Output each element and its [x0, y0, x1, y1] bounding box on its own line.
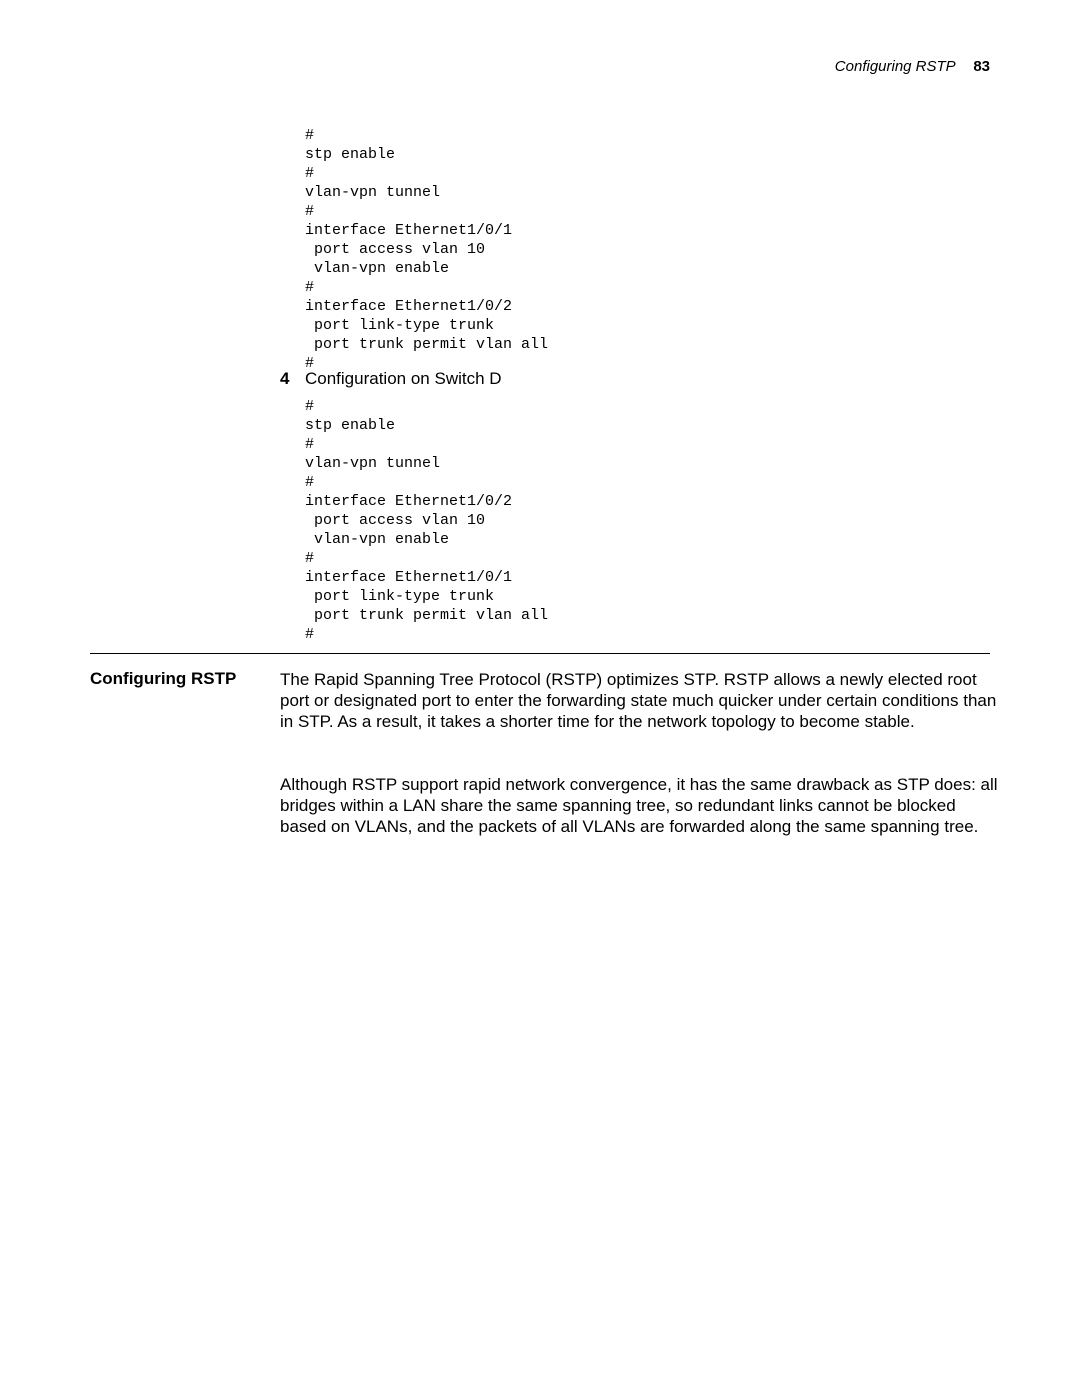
step-text: Configuration on Switch D — [305, 369, 502, 388]
code-block-switch-c: # stp enable # vlan-vpn tunnel # interfa… — [305, 126, 548, 373]
step-4: 4 Configuration on Switch D — [305, 369, 502, 389]
body-paragraph-2: Although RSTP support rapid network conv… — [280, 774, 1000, 837]
body-paragraph-1: The Rapid Spanning Tree Protocol (RSTP) … — [280, 669, 1000, 732]
page-number: 83 — [973, 58, 990, 75]
step-number: 4 — [280, 369, 289, 389]
page-header: Configuring RSTP 83 — [835, 58, 990, 75]
section-separator — [90, 653, 990, 654]
section-heading: Configuring RSTP — [90, 669, 236, 689]
code-block-switch-d: # stp enable # vlan-vpn tunnel # interfa… — [305, 397, 548, 644]
header-title: Configuring RSTP — [835, 58, 955, 75]
